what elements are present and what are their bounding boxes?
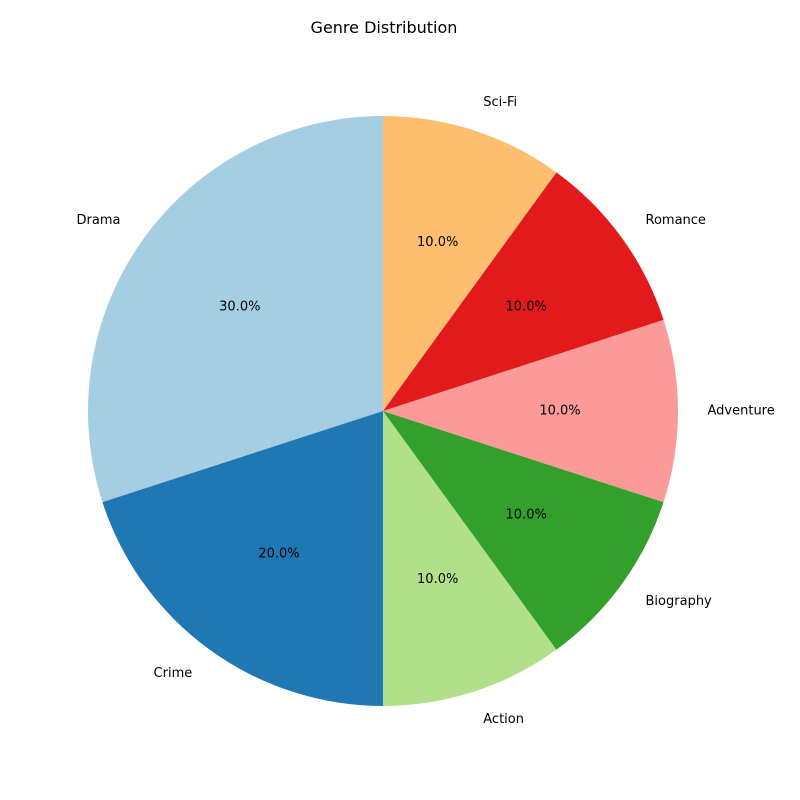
slice-label-drama: Drama: [77, 213, 121, 228]
slice-percent-crime: 20.0%: [258, 547, 299, 562]
slice-percent-adventure: 10.0%: [539, 404, 580, 419]
pie-slice-drama: [87, 116, 383, 503]
pie-slices: [87, 116, 678, 706]
slice-percent-action: 10.0%: [417, 572, 458, 587]
slice-percent-romance: 10.0%: [506, 299, 547, 314]
chart-title: Genre Distribution: [310, 18, 458, 37]
slice-label-romance: Romance: [646, 213, 706, 228]
slice-percent-sci-fi: 10.0%: [417, 235, 458, 250]
slice-label-biography: Biography: [646, 594, 713, 609]
pie-labels: Drama 30.0% Crime 20.0% Action 10.0% Biography…: [77, 95, 775, 727]
pie-slice-biography: [383, 411, 664, 650]
slice-label-adventure: Adventure: [708, 404, 775, 419]
slice-label-crime: Crime: [154, 666, 193, 681]
pie-slice-crime: [102, 411, 383, 706]
slice-label-sci-fi: Sci-Fi: [483, 95, 517, 110]
pie-slice-sci-fi: [383, 116, 557, 411]
slice-percent-biography: 10.0%: [506, 508, 547, 523]
pie-slice-romance: [383, 172, 664, 411]
slice-percent-drama: 30.0%: [219, 299, 260, 314]
pie-slice-action: [383, 411, 557, 706]
slice-label-action: Action: [483, 712, 524, 727]
pie-slice-adventure: [383, 319, 678, 503]
